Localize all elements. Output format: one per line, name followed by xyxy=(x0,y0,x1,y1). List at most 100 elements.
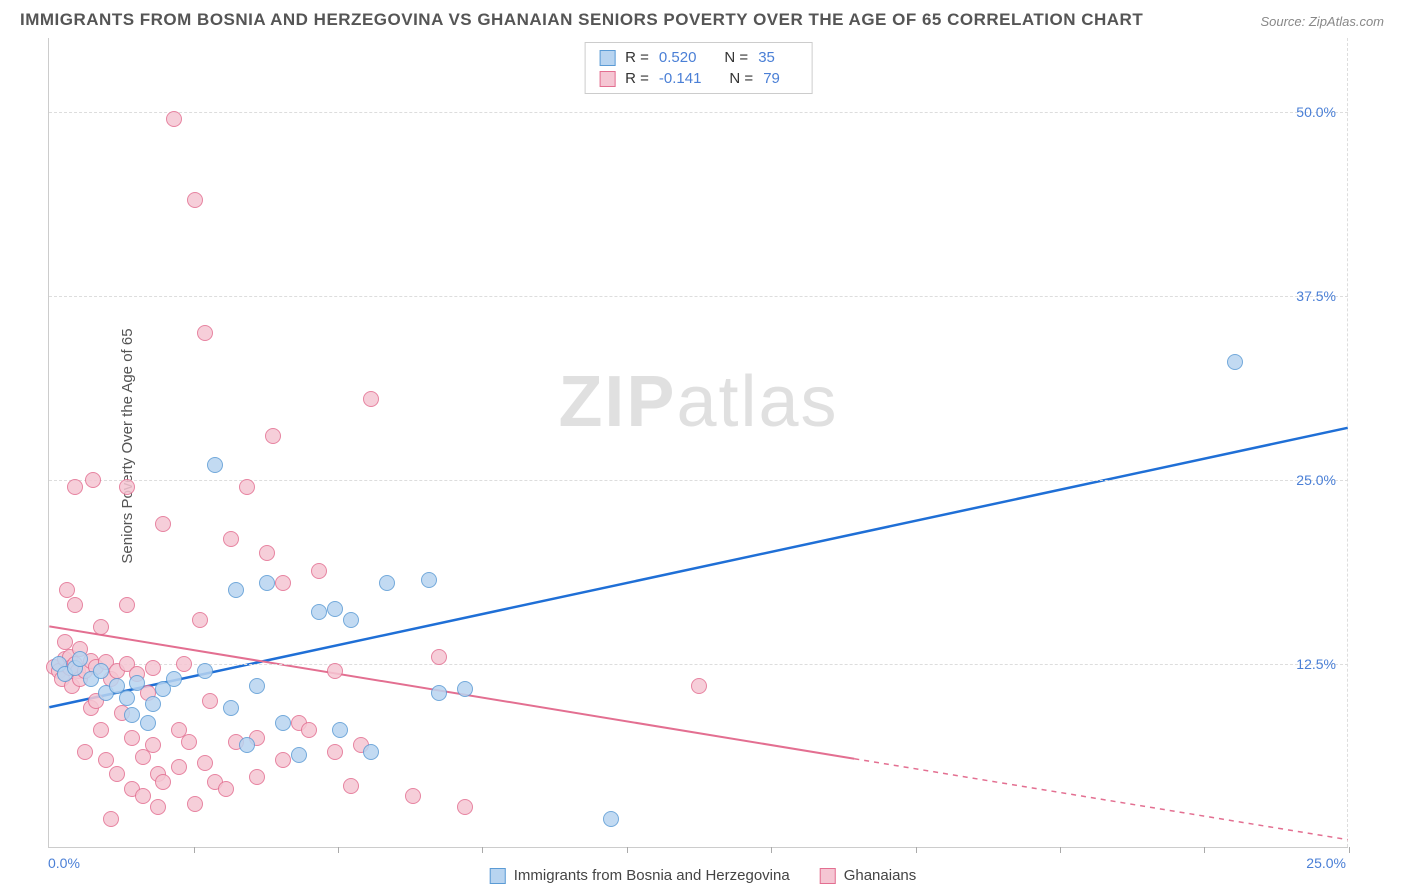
scatter-point xyxy=(155,774,171,790)
x-tick xyxy=(1204,847,1205,853)
y-tick-label: 12.5% xyxy=(1296,656,1336,672)
stat-r-value-b: -0.141 xyxy=(659,70,702,87)
scatter-point xyxy=(218,781,234,797)
legend-swatch-b xyxy=(599,71,615,87)
scatter-point xyxy=(311,604,327,620)
scatter-point xyxy=(197,755,213,771)
scatter-point xyxy=(343,778,359,794)
legend-bottom: Immigrants from Bosnia and Herzegovina G… xyxy=(482,865,925,886)
scatter-point xyxy=(140,715,156,731)
scatter-point xyxy=(145,696,161,712)
scatter-point xyxy=(259,545,275,561)
scatter-point xyxy=(327,601,343,617)
stat-n-label: N = xyxy=(729,70,753,87)
x-tick xyxy=(338,847,339,853)
gridline-h xyxy=(49,296,1348,297)
scatter-point xyxy=(457,681,473,697)
y-tick-label: 25.0% xyxy=(1296,472,1336,488)
plot-area: ZIPatlas R = 0.520 N = 35 R = -0.141 N =… xyxy=(48,38,1348,848)
scatter-point xyxy=(249,769,265,785)
scatter-point xyxy=(332,722,348,738)
scatter-point xyxy=(239,737,255,753)
scatter-point xyxy=(77,744,93,760)
scatter-point xyxy=(343,612,359,628)
scatter-point xyxy=(1227,354,1243,370)
scatter-point xyxy=(187,796,203,812)
scatter-point xyxy=(145,660,161,676)
stat-r-value-a: 0.520 xyxy=(659,49,697,66)
scatter-point xyxy=(291,747,307,763)
scatter-point xyxy=(202,693,218,709)
x-tick xyxy=(194,847,195,853)
scatter-point xyxy=(223,531,239,547)
scatter-point xyxy=(93,722,109,738)
scatter-point xyxy=(98,752,114,768)
scatter-point xyxy=(72,651,88,667)
stat-r-label: R = xyxy=(625,70,649,87)
scatter-point xyxy=(197,325,213,341)
scatter-point xyxy=(265,428,281,444)
scatter-point xyxy=(124,707,140,723)
stat-n-value-a: 35 xyxy=(758,49,775,66)
scatter-point xyxy=(192,612,208,628)
stat-r-label: R = xyxy=(625,49,649,66)
watermark-zip: ZIP xyxy=(558,362,676,442)
trendlines-svg xyxy=(49,38,1348,847)
x-tick xyxy=(1060,847,1061,853)
scatter-point xyxy=(67,597,83,613)
scatter-point xyxy=(249,678,265,694)
scatter-point xyxy=(431,685,447,701)
scatter-point xyxy=(275,715,291,731)
plot-right-border xyxy=(1347,38,1348,847)
legend-swatch-a-bottom xyxy=(490,868,506,884)
scatter-point xyxy=(59,582,75,598)
scatter-point xyxy=(275,575,291,591)
scatter-point xyxy=(181,734,197,750)
scatter-point xyxy=(119,597,135,613)
scatter-point xyxy=(691,678,707,694)
scatter-point xyxy=(301,722,317,738)
legend-stats-row-b: R = -0.141 N = 79 xyxy=(599,68,798,89)
legend-swatch-a xyxy=(599,50,615,66)
x-tick xyxy=(771,847,772,853)
scatter-point xyxy=(363,391,379,407)
scatter-point xyxy=(228,582,244,598)
scatter-point xyxy=(457,799,473,815)
scatter-point xyxy=(57,634,73,650)
scatter-point xyxy=(405,788,421,804)
scatter-point xyxy=(150,799,166,815)
scatter-point xyxy=(109,766,125,782)
x-axis-origin-label: 0.0% xyxy=(48,855,80,871)
scatter-point xyxy=(67,479,83,495)
scatter-point xyxy=(129,675,145,691)
scatter-point xyxy=(259,575,275,591)
scatter-point xyxy=(145,737,161,753)
stat-n-value-b: 79 xyxy=(763,70,780,87)
scatter-point xyxy=(166,671,182,687)
scatter-point xyxy=(93,663,109,679)
scatter-point xyxy=(311,563,327,579)
scatter-point xyxy=(171,759,187,775)
y-tick-label: 50.0% xyxy=(1296,104,1336,120)
y-tick-label: 37.5% xyxy=(1296,288,1336,304)
x-tick xyxy=(482,847,483,853)
scatter-point xyxy=(124,730,140,746)
scatter-point xyxy=(275,752,291,768)
gridline-h xyxy=(49,112,1348,113)
scatter-point xyxy=(187,192,203,208)
watermark: ZIPatlas xyxy=(558,361,838,443)
scatter-point xyxy=(327,663,343,679)
gridline-h xyxy=(49,664,1348,665)
watermark-atlas: atlas xyxy=(676,362,838,442)
legend-swatch-b-bottom xyxy=(820,868,836,884)
scatter-point xyxy=(603,811,619,827)
scatter-point xyxy=(223,700,239,716)
scatter-point xyxy=(85,472,101,488)
scatter-point xyxy=(197,663,213,679)
scatter-point xyxy=(119,479,135,495)
scatter-point xyxy=(431,649,447,665)
legend-label-b: Ghanaians xyxy=(844,867,917,884)
scatter-point xyxy=(239,479,255,495)
scatter-point xyxy=(327,744,343,760)
legend-item-a: Immigrants from Bosnia and Herzegovina xyxy=(490,867,790,884)
